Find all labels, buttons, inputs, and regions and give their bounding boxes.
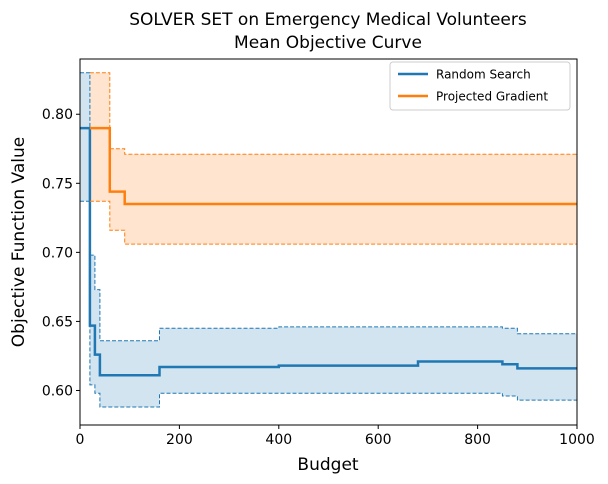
chart-title-line2: Mean Objective Curve: [234, 33, 422, 53]
random-search-ci-band: [80, 72, 577, 408]
legend: Random Search Projected Gradient: [389, 61, 571, 111]
y-tick-label: 0.70: [42, 245, 73, 261]
random-search-upper-bound: [80, 72, 577, 342]
projected-gradient-upper-bound: [89, 72, 577, 155]
legend-label-projected-gradient: Projected Gradient: [436, 90, 548, 104]
x-axis-label: Budget: [297, 455, 358, 475]
chart-title-line1: SOLVER SET on Emergency Medical Voluntee…: [129, 10, 527, 30]
x-tick-label: 200: [166, 432, 193, 448]
x-tick-label: 0: [76, 432, 85, 448]
x-tick-label: 1000: [559, 432, 595, 448]
y-axis-label: Objective Function Value: [9, 137, 29, 347]
y-tick-label: 0.80: [42, 107, 73, 123]
x-axis-ticks: 0 200 400 600 800 1000: [76, 425, 595, 448]
legend-box: [389, 61, 571, 111]
random-search-lower-bound: [80, 200, 577, 408]
y-axis-ticks: 0.60 0.65 0.70 0.75 0.80: [42, 107, 80, 399]
x-tick-label: 400: [265, 432, 292, 448]
projected-gradient-ci-band: [89, 72, 578, 245]
plot-frame: [79, 58, 578, 426]
x-tick-label: 600: [365, 432, 392, 448]
y-tick-label: 0.75: [42, 176, 73, 192]
projected-gradient-lower-bound: [89, 200, 577, 245]
projected-gradient-mean-line: [89, 126, 577, 206]
legend-label-random-search: Random Search: [436, 68, 531, 82]
random-search-mean-line: [80, 126, 577, 377]
mean-curves: [80, 72, 577, 408]
y-tick-label: 0.60: [42, 383, 73, 399]
confidence-bands: [80, 72, 578, 408]
y-tick-label: 0.65: [42, 314, 73, 330]
x-tick-label: 800: [464, 432, 491, 448]
